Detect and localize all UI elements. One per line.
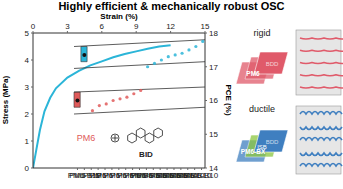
svg-text:rigid: rigid: [253, 28, 270, 38]
svg-text:6: 6: [100, 22, 105, 31]
svg-text:BDD: BDD: [266, 61, 279, 67]
svg-text:Stress (MPa): Stress (MPa): [8, 75, 10, 124]
svg-text:1: 1: [25, 137, 30, 146]
svg-text:5: 5: [25, 29, 30, 38]
svg-text:PM6: PM6: [77, 133, 96, 143]
svg-text:PM6: PM6: [246, 70, 260, 77]
svg-text:BDD: BDD: [266, 139, 279, 145]
svg-text:3: 3: [25, 83, 30, 92]
svg-text:ductile: ductile: [249, 104, 275, 114]
svg-text:14: 14: [209, 164, 218, 173]
svg-text:17: 17: [209, 63, 218, 72]
svg-text:4: 4: [25, 56, 30, 65]
html-text:Strain (%): Strain (%): [100, 12, 138, 21]
svg-text:18: 18: [209, 29, 218, 38]
svg-text:15: 15: [200, 22, 210, 31]
svg-text:16: 16: [209, 96, 218, 105]
svg-text:ISB: ISB: [257, 144, 267, 150]
svg-text:PCE (%): PCE (%): [224, 84, 233, 115]
svg-text:12: 12: [166, 22, 175, 31]
html-text:Highly efficient & mechanicall: Highly efficient & mechanically robust O…: [58, 0, 285, 12]
svg-text:3: 3: [65, 22, 70, 31]
svg-text:0: 0: [31, 22, 36, 31]
svg-text:BID: BID: [139, 150, 153, 159]
svg-text:0: 0: [25, 164, 30, 173]
svg-text:9: 9: [134, 22, 139, 31]
svg-text:15: 15: [209, 130, 218, 139]
svg-text:2: 2: [25, 110, 30, 119]
svg-text:PM6-BX: PM6-BX: [241, 148, 266, 155]
svg-text:PM6-B10: PM6-B10: [67, 170, 101, 180]
